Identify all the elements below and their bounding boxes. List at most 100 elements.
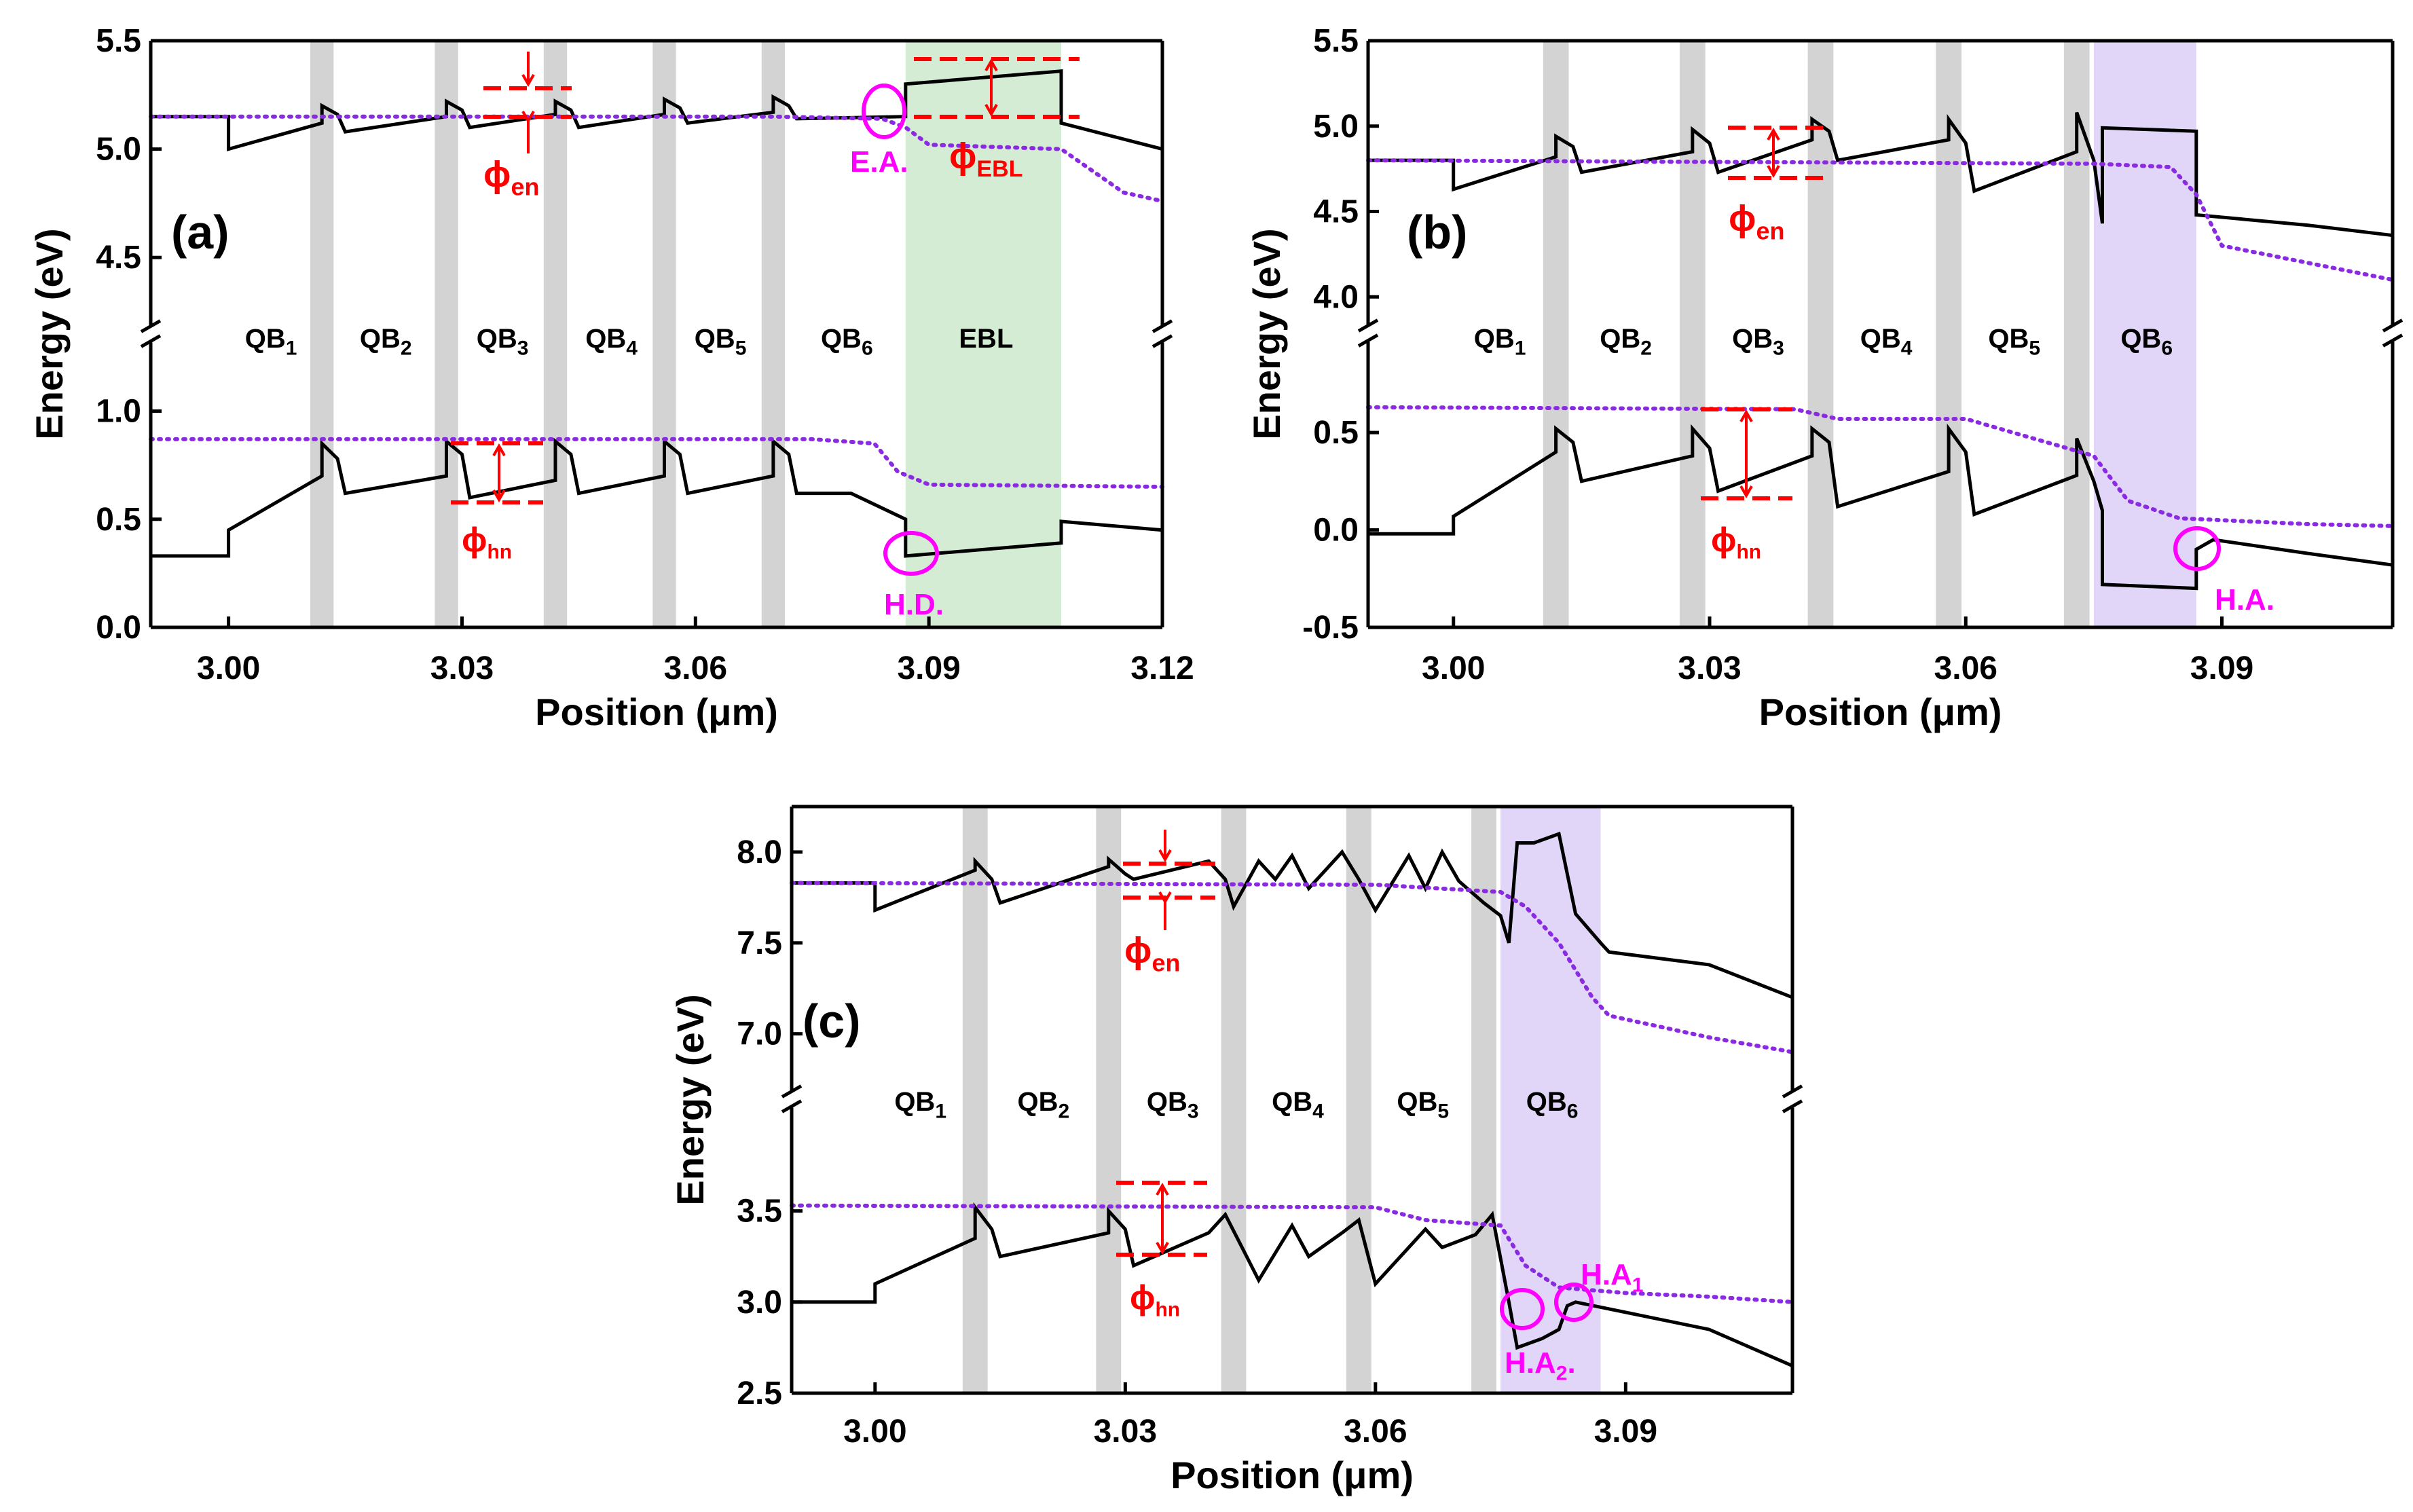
region-label: QB2 [1600, 324, 1652, 360]
region-label: EBL [959, 324, 1013, 354]
region-label-sub: 2 [1640, 337, 1652, 360]
y-tick-label-lower: 0.0 [1313, 513, 1359, 549]
highlight-region [1500, 807, 1601, 1393]
quantum-well [761, 41, 786, 627]
region-label-sub: 3 [1187, 1101, 1199, 1123]
axis-break-mark [2382, 318, 2403, 333]
region-label-text: QB [360, 324, 401, 354]
barrier-arrow-head [521, 111, 535, 124]
region-label-sub: 6 [2161, 337, 2173, 360]
ha1-label-sub: 1 [1632, 1274, 1644, 1297]
barrier-arrow-head [1158, 891, 1172, 905]
barrier-arrow-head [1739, 409, 1753, 422]
region-label: QB4 [1272, 1087, 1324, 1123]
phi-hn-label-text: ϕ [1711, 521, 1736, 559]
y-tick-label-upper: 5.0 [96, 132, 141, 168]
leakage-circle [1554, 1283, 1594, 1322]
highlight-region [2093, 41, 2196, 627]
phi-ebl-label: ϕEBL [949, 136, 1023, 182]
quantum-well [1346, 807, 1371, 1393]
x-tick-label: 3.03 [1094, 1414, 1157, 1450]
region-label: QB3 [1147, 1087, 1199, 1123]
y-tick-label-upper: 5.5 [1313, 23, 1359, 59]
y-tick-label-lower: 0.5 [1313, 415, 1359, 451]
panel-label: (a) [171, 206, 229, 259]
phi-hn-label: ϕhn [462, 521, 512, 564]
quantum-well [543, 41, 568, 627]
region-label-sub: 3 [517, 337, 529, 360]
phi-en-label: ϕen [1124, 930, 1181, 977]
series-efn [790, 881, 1794, 1054]
x-tick-label: 3.12 [1130, 650, 1194, 686]
axis-break-mark [1357, 333, 1379, 348]
region-label-sub: 4 [1312, 1101, 1324, 1123]
y-tick-label-lower: 3.5 [737, 1194, 782, 1230]
quantum-well [652, 41, 676, 627]
region-label: QB1 [1474, 324, 1526, 360]
region-label-text: QB [2120, 324, 2161, 354]
region-label: QB1 [245, 324, 297, 360]
barrier-arrow-head [492, 443, 506, 456]
region-label-sub: 1 [935, 1101, 946, 1123]
x-tick-label: 3.06 [1344, 1414, 1407, 1450]
axis-break-mark [1357, 318, 1379, 333]
series-ev [151, 437, 1163, 558]
quantum-well [435, 41, 458, 627]
x-tick-label: 3.09 [2190, 650, 2253, 686]
x-tick-label: 3.06 [664, 650, 727, 686]
region-label-sub: 1 [286, 337, 297, 360]
y-tick-label-upper: 5.0 [1313, 109, 1359, 145]
ha2-label-suffix: . [1567, 1346, 1575, 1380]
x-tick-label: 3.09 [1594, 1414, 1657, 1450]
y-tick-label-upper: 4.5 [1313, 194, 1359, 230]
x-tick-label: 3.00 [1422, 650, 1485, 686]
series-ec [1368, 111, 2393, 238]
region-label-sub: 6 [862, 337, 873, 360]
x-tick-label: 3.09 [897, 650, 960, 686]
region-label: QB5 [695, 324, 747, 360]
barrier-arrow-head [1156, 1242, 1169, 1255]
region-label-sub: 4 [1901, 337, 1913, 360]
panel-label: (c) [803, 995, 861, 1048]
panel-c: 7.07.58.02.53.03.53.00 3.03 3.06 3.09Positi… [669, 805, 1803, 1496]
region-label: QB1 [894, 1087, 946, 1123]
leakage-circle [1500, 1288, 1545, 1330]
axis-break-mark [1152, 334, 1173, 348]
region-label: QB6 [2120, 324, 2173, 360]
region-label-text: QB [821, 324, 862, 354]
region-label-text: QB [245, 324, 286, 354]
region-label-text: QB [894, 1087, 935, 1117]
region-label-text: QB [585, 324, 626, 354]
quantum-well [310, 41, 334, 627]
phi-en-label-text: ϕ [483, 154, 511, 195]
phi-hn-label: ϕhn [1130, 1278, 1180, 1321]
axis-break-mark [1782, 1099, 1803, 1113]
x-tick-label: 3.03 [1678, 650, 1741, 686]
region-label-sub: 2 [1058, 1101, 1070, 1123]
phi-en-label-sub: en [1152, 949, 1180, 977]
region-label-text: QB [1600, 324, 1640, 354]
region-label: QB6 [1526, 1087, 1579, 1123]
y-tick-label-upper: 4.5 [96, 240, 141, 276]
axes-frame [140, 39, 1173, 629]
region-label-text: QB [1147, 1087, 1187, 1117]
barrier-arrow-head [492, 490, 506, 503]
region-label-text: QB [695, 324, 735, 354]
series-ev [792, 1202, 1794, 1367]
y-tick-label-lower: 2.5 [737, 1376, 782, 1412]
region-label: QB5 [1397, 1087, 1449, 1123]
series-efn [1366, 158, 2395, 282]
phi-hn-label-text: ϕ [462, 521, 487, 559]
y-tick-label-upper: 5.5 [96, 23, 141, 59]
phi-hn-label-text: ϕ [1130, 1278, 1155, 1316]
y-axis-label: Energy (eV) [669, 994, 712, 1205]
region-label-sub: 4 [626, 337, 638, 360]
y-tick-label-lower: 3.0 [737, 1285, 782, 1321]
region-label-text: QB [1988, 324, 2029, 354]
region-label-text: QB [1272, 1087, 1312, 1117]
leakage-circle [883, 531, 939, 576]
